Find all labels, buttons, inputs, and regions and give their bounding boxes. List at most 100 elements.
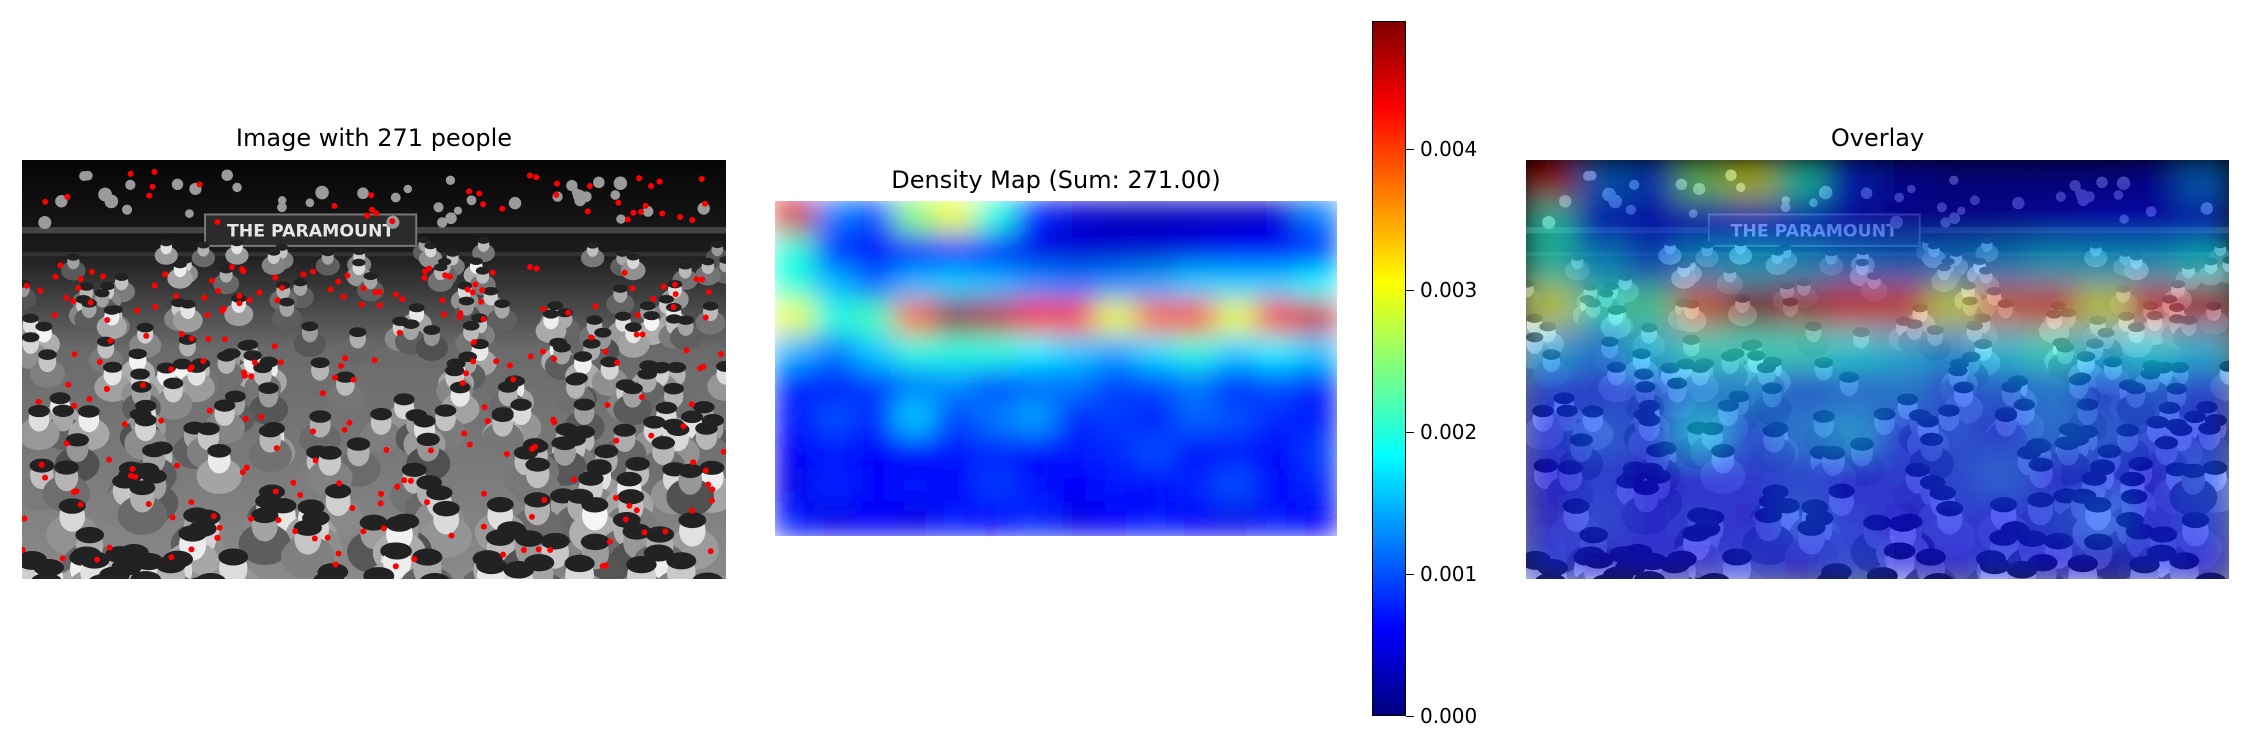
heatmap-cell (814, 334, 857, 370)
heatmap-cell (1215, 367, 1258, 403)
head-point (633, 331, 640, 338)
colorbar-tick-label: 0.004 (1420, 136, 1478, 161)
sign-text: THE PARAMOUNT (227, 221, 394, 241)
heatmap-cell (894, 201, 937, 236)
heatmap-cell (1575, 452, 1628, 497)
heatmap-cell (974, 367, 1017, 403)
head-point (215, 287, 222, 294)
heatmap-cell (1575, 410, 1628, 455)
head-point (174, 462, 181, 469)
heatmap-cell (1014, 267, 1057, 303)
heatmap-cell (2127, 368, 2180, 413)
heatmap-cell (814, 201, 857, 236)
heatmap-cell (1575, 368, 1628, 413)
heatmap-cell (934, 501, 977, 536)
head-point (271, 343, 278, 350)
heatmap-cell (1215, 233, 1258, 269)
heatmap-cell (2127, 452, 2180, 497)
heatmap-cell (2027, 452, 2080, 497)
head-point (480, 315, 487, 322)
heatmap-cell (934, 401, 977, 437)
heatmap-cell (814, 233, 857, 269)
heatmap-cell (2027, 536, 2080, 579)
head-point (401, 477, 408, 484)
head-point (469, 289, 476, 296)
heatmap-cell (1014, 501, 1057, 536)
heatmap-cell (1014, 201, 1057, 236)
heatmap-cell (1215, 334, 1258, 370)
heatmap-cell (1255, 233, 1298, 269)
heatmap-cell (1095, 201, 1138, 236)
head-point (383, 447, 390, 454)
heatmap-cell (1625, 410, 1678, 455)
heatmap-cell (1135, 300, 1178, 336)
head-point (720, 448, 726, 455)
heatmap-cell (1255, 401, 1298, 437)
head-point (708, 497, 715, 504)
heatmap-cell (814, 468, 857, 504)
heatmap-cell (1255, 300, 1298, 336)
head-point (407, 477, 414, 484)
head-point (258, 413, 265, 420)
heatmap-cell (2027, 368, 2080, 413)
heatmap-cell (2127, 284, 2180, 329)
heatmap-cell (1725, 494, 1779, 539)
crowd-svg-image: THE PARAMOUNT (22, 160, 726, 579)
head-point (151, 168, 158, 175)
head-point (621, 269, 628, 276)
head-point (87, 299, 94, 306)
colorbar-tick (1406, 716, 1414, 717)
head-point (464, 286, 471, 293)
head-point (152, 303, 159, 310)
heatmap-cell (1976, 536, 2030, 579)
heatmap-cell (1135, 468, 1178, 504)
heatmap-cell (1826, 452, 1879, 497)
heatmap-cell (2027, 200, 2080, 245)
head-point (461, 430, 468, 437)
head-point (526, 264, 533, 271)
heatmap-cell (2127, 536, 2180, 579)
density-map (775, 201, 1337, 536)
head-point (210, 513, 217, 520)
head-point (660, 283, 667, 290)
heatmap-cell (1625, 452, 1678, 497)
head-point (57, 262, 64, 269)
heatmap-cell (1725, 326, 1779, 371)
heatmap-cell (1255, 334, 1298, 370)
head-point (121, 421, 128, 428)
head-point (565, 309, 572, 316)
heatmap-cell (1876, 494, 1929, 539)
head-point (470, 358, 477, 365)
head-point (648, 183, 655, 190)
heatmap-cell (1255, 468, 1298, 504)
head-point (629, 285, 636, 292)
head-point (158, 417, 165, 424)
heatmap-cell (1826, 326, 1879, 371)
heatmap-cell (854, 434, 897, 470)
heatmap-cell (854, 401, 897, 437)
heatmap-cell (974, 300, 1017, 336)
heatmap-cell (1014, 434, 1057, 470)
heatmap-cell (1575, 242, 1628, 287)
head-point (63, 294, 70, 301)
head-point (571, 476, 578, 483)
heatmap-cell (1095, 434, 1138, 470)
heatmap-cell (1295, 501, 1337, 536)
image-panel-title: Image with 271 people (235, 124, 513, 152)
heatmap-cell (2027, 242, 2080, 287)
head-point (456, 314, 463, 321)
head-point (100, 273, 107, 280)
heatmap-cell (1175, 401, 1218, 437)
heatmap-cell (2177, 452, 2229, 497)
heatmap-cell (1826, 410, 1879, 455)
heatmap-cell (974, 434, 1017, 470)
head-point (187, 366, 194, 373)
heatmap-cell (1255, 367, 1298, 403)
head-point (426, 265, 433, 272)
head-point (553, 191, 560, 198)
head-point (539, 348, 546, 355)
head-point (342, 355, 349, 362)
head-point (584, 208, 591, 215)
heatmap-cell (2177, 284, 2229, 329)
heatmap-cell (1926, 160, 1979, 203)
